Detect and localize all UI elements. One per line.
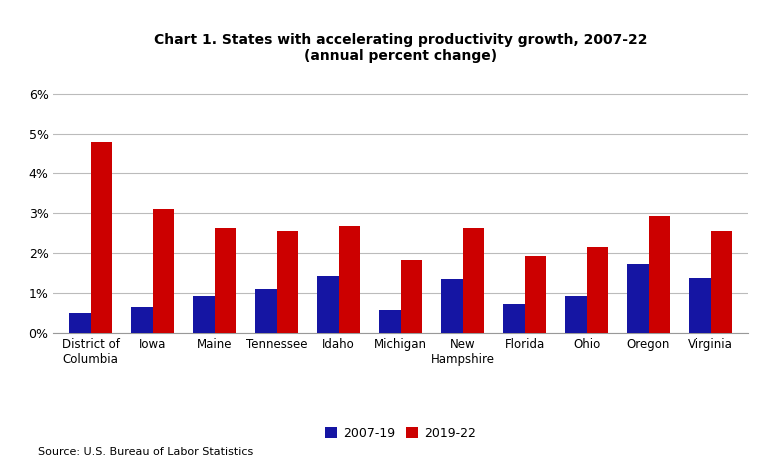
Bar: [710, 231, 732, 333]
Bar: [339, 226, 360, 333]
Bar: [153, 209, 174, 333]
Bar: [255, 289, 277, 333]
Bar: [503, 304, 525, 333]
Bar: [277, 231, 298, 333]
Bar: [317, 276, 339, 333]
Bar: [565, 296, 587, 333]
Bar: [689, 278, 710, 333]
Bar: [91, 141, 112, 333]
Bar: [69, 313, 91, 333]
Title: Chart 1. States with accelerating productivity growth, 2007-22
(annual percent c: Chart 1. States with accelerating produc…: [154, 33, 647, 63]
Bar: [441, 279, 462, 333]
Text: Source: U.S. Bureau of Labor Statistics: Source: U.S. Bureau of Labor Statistics: [38, 447, 253, 457]
Bar: [462, 228, 485, 333]
Bar: [379, 310, 401, 333]
Legend: 2007-19, 2019-22: 2007-19, 2019-22: [320, 422, 481, 445]
Bar: [627, 264, 649, 333]
Bar: [587, 247, 608, 333]
Bar: [193, 296, 214, 333]
Bar: [401, 260, 422, 333]
Bar: [131, 307, 153, 333]
Bar: [525, 256, 546, 333]
Bar: [214, 228, 237, 333]
Bar: [649, 216, 670, 333]
